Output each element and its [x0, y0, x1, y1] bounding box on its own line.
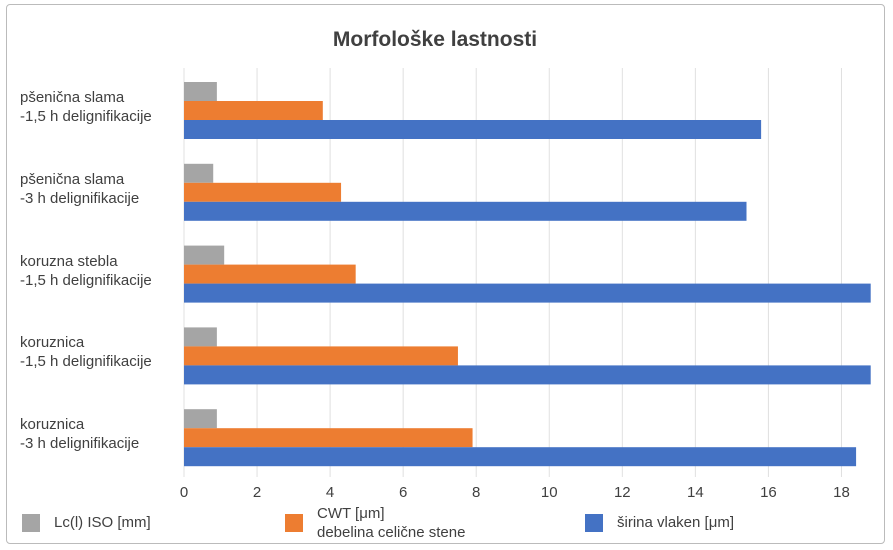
bar	[184, 283, 871, 303]
x-tick-label: 10	[540, 484, 558, 501]
x-tick-label: 18	[833, 484, 850, 501]
y-tick-label: koruznica -3 h delignifikacije	[20, 416, 140, 453]
bar	[184, 201, 747, 221]
x-tick-label: 6	[398, 484, 408, 501]
y-tick-label: pšenična slama -1,5 h delignifikacije	[20, 89, 152, 125]
x-tick-label: 14	[687, 484, 704, 501]
legend-swatch	[22, 514, 40, 532]
x-tick-label: 4	[325, 484, 335, 501]
x-tick-label: 8	[472, 484, 481, 501]
chart-frame	[6, 4, 885, 544]
y-tick-label: koruznica -1,5 h delignifikacije	[20, 334, 152, 371]
bar	[184, 365, 871, 385]
y-tick-label: pšenična slama -3 h delignifikacije	[20, 170, 140, 207]
x-tick-label: 0	[179, 484, 189, 501]
bar	[184, 120, 762, 139]
bar	[184, 163, 214, 183]
legend-label: CWT [μm] debelina celične stene	[317, 505, 466, 541]
bar	[184, 447, 857, 467]
x-tick-label: 2	[252, 484, 262, 501]
bar	[184, 101, 323, 120]
x-tick-label: 12	[613, 484, 631, 501]
bar	[184, 82, 217, 101]
y-tick-label: koruzna stebla -1,5 h delignifikacije	[20, 252, 152, 289]
bar	[184, 409, 217, 429]
legend-label: Lc(l) ISO [mm]	[54, 514, 151, 531]
legend-swatch	[585, 514, 603, 532]
bar	[184, 182, 342, 202]
chart-title: Morfološke lastnosti	[332, 28, 538, 51]
bar	[184, 346, 458, 366]
bar	[184, 428, 473, 448]
x-tick-label: 16	[760, 484, 777, 501]
bar	[184, 264, 356, 284]
legend-label: širina vlaken [μm]	[617, 514, 735, 531]
bar	[184, 327, 217, 347]
legend-swatch	[285, 514, 303, 532]
bar	[184, 245, 225, 265]
